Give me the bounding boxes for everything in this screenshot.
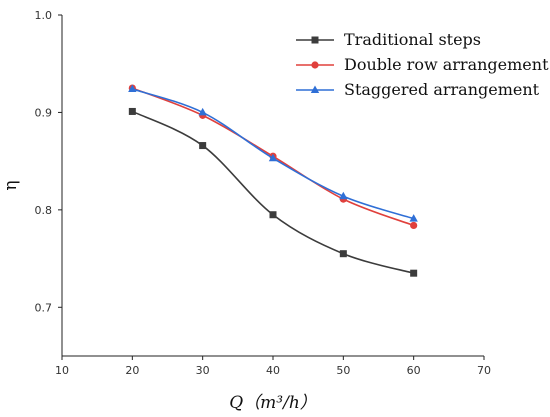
legend: Traditional steps Double row arrangement S… <box>296 30 549 99</box>
legend-marker <box>311 61 319 69</box>
x-tick-label: 60 <box>407 364 421 377</box>
legend-label: Staggered arrangement <box>344 80 540 99</box>
legend-label: Double row arrangement <box>344 55 549 74</box>
y-tick-label: 0.8 <box>35 204 53 217</box>
data-point <box>128 84 137 93</box>
legend-item: Double row arrangement <box>296 55 549 74</box>
series-1 <box>128 107 418 277</box>
data-point <box>269 211 277 219</box>
legend-item: Staggered arrangement <box>296 80 540 99</box>
x-tick-label: 20 <box>125 364 139 377</box>
legend-marker <box>310 85 320 93</box>
data-point <box>198 107 207 116</box>
axes: 10 20 30 40 50 60 70 0.7 0.8 0.9 1.0 <box>35 9 492 377</box>
x-tick-label: 10 <box>55 364 69 377</box>
data-point <box>128 107 136 115</box>
y-tick-label: 1.0 <box>35 9 53 22</box>
data-point <box>339 191 348 200</box>
data-point <box>339 250 347 258</box>
data-point <box>410 269 418 277</box>
y-axis-label: η <box>1 180 21 190</box>
series-3 <box>128 84 418 222</box>
x-tick-label: 50 <box>336 364 350 377</box>
y-tick-label: 0.7 <box>35 301 53 314</box>
y-tick-label: 0.9 <box>35 106 53 119</box>
data-point <box>199 142 207 150</box>
x-tick-label: 40 <box>266 364 280 377</box>
legend-item: Traditional steps <box>296 30 481 49</box>
data-point <box>410 221 418 230</box>
data-point <box>268 153 278 162</box>
data-point <box>409 214 418 222</box>
legend-marker <box>311 36 319 44</box>
legend-label: Traditional steps <box>344 30 481 49</box>
x-axis-label: Q（m³/h） <box>229 393 317 413</box>
x-tick-label: 70 <box>477 364 491 377</box>
series-layer <box>128 84 418 277</box>
series-line <box>131 110 414 274</box>
x-tick-label: 30 <box>196 364 210 377</box>
